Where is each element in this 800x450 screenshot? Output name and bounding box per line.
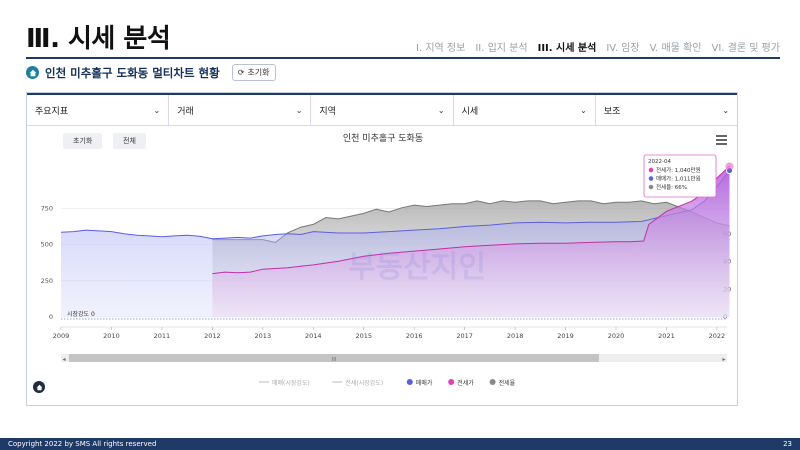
y-tick-label: 250 <box>41 277 53 285</box>
legend-label: 전세가 <box>457 379 474 387</box>
market-strength-label: 시장강도 0 <box>67 310 95 318</box>
legend-swatch <box>448 379 455 385</box>
chevron-down-icon: ⌄ <box>437 105 445 115</box>
tooltip-marker <box>648 184 654 190</box>
page-title: Ⅲ. 시세 분석 <box>26 24 171 54</box>
legend-label: 매매(시장강도) <box>272 379 310 387</box>
x-tick-label: 2011 <box>154 332 171 340</box>
price-chart: 인천 미추홀구 도화동02505007500204060부동산지인시장강도 02… <box>41 132 734 387</box>
x-tick-label: 2010 <box>103 332 120 340</box>
reset-button[interactable]: ⟳ 초기화 <box>231 64 276 81</box>
watermark: 부동산지인 <box>348 250 486 285</box>
legend-label: 전세율 <box>499 379 516 387</box>
chart-title: 인천 미추홀구 도화동 <box>343 132 423 144</box>
chevron-down-icon: ⌄ <box>722 105 730 115</box>
series-line-jeonse-price <box>212 166 730 275</box>
section-nav: I. 지역 정보 II. 입지 분석 III. 시세 분석 IV. 임장 V. … <box>416 39 780 54</box>
scrollbar-grip: III <box>332 357 336 363</box>
x-tick-label: 2012 <box>204 332 221 340</box>
menu-icon[interactable] <box>716 135 727 147</box>
chevron-down-icon: ⌄ <box>580 105 587 115</box>
legend-swatch <box>406 379 413 385</box>
copyright-text: Copyright 2022 by SMS All rights reserve… <box>8 440 157 448</box>
scroll-left-icon: ◂ <box>62 356 65 363</box>
tooltip-marker <box>648 176 654 181</box>
x-tick-label: 2018 <box>507 332 524 340</box>
hover-marker-jeonse <box>725 162 734 171</box>
y-tick-label: 500 <box>41 241 53 249</box>
panel-top-border <box>27 93 737 95</box>
tooltip-value: 전세가: 1,040만원 <box>656 166 701 174</box>
tooltip-date: 2022-04 <box>648 159 671 165</box>
filter-label: 거래 <box>177 106 194 117</box>
nav-item-price-analysis[interactable]: III. 시세 분석 <box>537 43 597 54</box>
x-tick-label: 2017 <box>456 332 473 340</box>
filter-label: 지역 <box>319 106 336 117</box>
series-area-jeonse-price <box>212 166 730 317</box>
chevron-down-icon: ⌄ <box>153 105 161 115</box>
filter-label: 보조 <box>603 106 621 117</box>
tooltip-box <box>643 154 717 198</box>
x-tick-label: 2014 <box>305 332 322 340</box>
scroll-right-icon: ▸ <box>722 356 725 363</box>
nav-item-site-visit[interactable]: IV. 임장 <box>606 43 640 54</box>
page-number: 23 <box>783 440 792 448</box>
filter-price[interactable]: 시세 ⌄ <box>454 95 596 125</box>
x-tick-label: 2013 <box>255 332 272 340</box>
filter-label: 시세 <box>461 106 479 117</box>
tooltip-value: 전세율: 66% <box>656 183 687 191</box>
x-tick-label: 2009 <box>53 332 70 340</box>
multichart-panel: 주요지표 ⌄ 거래 ⌄ 지역 ⌄ 시세 ⌄ 보조 ⌄ 초기화 전체 인천 미추홀구 도화동… <box>26 92 738 406</box>
legend-label: 매매가 <box>416 379 433 387</box>
home-icon <box>26 66 39 79</box>
filter-trade[interactable]: 거래 ⌄ <box>169 95 312 125</box>
tooltip-marker <box>648 167 654 173</box>
chart-subtitle: 인천 미추홀구 도화동 멀티차트 현황 <box>45 65 220 80</box>
nav-item-listing-check[interactable]: V. 매물 확인 <box>649 43 702 54</box>
reset-button-label: 초기화 <box>247 68 270 77</box>
filter-region[interactable]: 지역 ⌄ <box>311 95 454 125</box>
chart-all-button[interactable]: 전체 <box>113 133 146 149</box>
nav-item-conclusion[interactable]: VI. 결론 및 평가 <box>711 43 780 54</box>
filter-auxiliary[interactable]: 보조 ⌄ <box>596 95 737 125</box>
scrollbar-thumb <box>69 354 599 362</box>
series-line-sale-price <box>60 170 730 240</box>
x-tick-label: 2020 <box>608 332 625 340</box>
subtitle-row: 인천 미추홀구 도화동 멀티차트 현황 ⟳ 초기화 <box>26 64 276 81</box>
filter-main-indicator[interactable]: 주요지표 ⌄ <box>27 95 170 125</box>
x-tick-label: 2016 <box>406 332 423 340</box>
y-tick-label: 750 <box>41 204 53 212</box>
legend-label: 전세(시장강도) <box>345 379 383 387</box>
refresh-icon: ⟳ <box>237 68 245 77</box>
x-tick-label: 2015 <box>355 332 372 340</box>
nav-item-region-info[interactable]: I. 지역 정보 <box>416 43 466 54</box>
nav-item-location-analysis[interactable]: II. 입지 분석 <box>475 43 528 54</box>
x-tick-label: 2019 <box>557 332 574 340</box>
chart-logo-icon <box>33 381 45 393</box>
footer: Copyright 2022 by SMS All rights reserve… <box>0 438 800 450</box>
x-tick-label: 2021 <box>658 332 675 340</box>
tooltip-value: 매매가: 1,011만원 <box>656 175 701 183</box>
x-tick-label: 2022 <box>709 332 726 340</box>
filter-label: 주요지표 <box>35 106 69 117</box>
chevron-down-icon: ⌄ <box>295 105 303 115</box>
chart-reset-button[interactable]: 초기화 <box>63 133 103 149</box>
series-line-jeonse-ratio <box>212 200 730 243</box>
legend-swatch <box>489 379 496 385</box>
filter-bar: 주요지표 ⌄ 거래 ⌄ 지역 ⌄ 시세 ⌄ 보조 ⌄ <box>27 95 737 126</box>
header-divider <box>26 57 780 59</box>
y-tick-label: 0 <box>49 313 53 321</box>
